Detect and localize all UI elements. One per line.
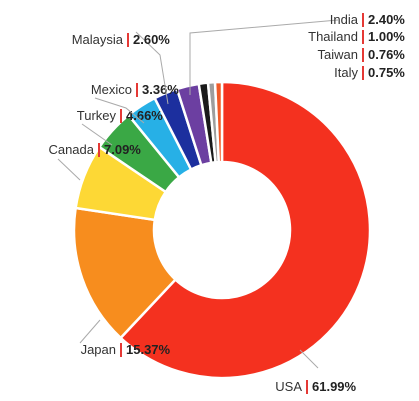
leader-line-india: [189, 19, 339, 95]
label-value-japan: 15.37%: [126, 342, 171, 357]
label-value-india: 2.40%: [368, 12, 405, 27]
label-name-canada: Canada: [48, 142, 94, 157]
label-name-italy: Italy: [334, 65, 358, 80]
label-separator-canada: [98, 143, 100, 157]
label-separator-turkey: [120, 109, 122, 123]
label-value-malaysia: 2.60%: [133, 32, 170, 47]
label-separator-thailand: [362, 30, 364, 44]
label-name-india: India: [330, 12, 359, 27]
label-separator-india: [362, 13, 364, 27]
label-name-japan: Japan: [81, 342, 116, 357]
leader-line-malaysia: [135, 31, 169, 105]
label-value-canada: 7.09%: [104, 142, 141, 157]
label-separator-usa: [306, 380, 308, 394]
slices-group: [72, 80, 372, 380]
label-separator-taiwan: [362, 48, 364, 62]
label-separator-italy: [362, 66, 364, 80]
label-separator-japan: [120, 343, 122, 357]
labels-group: USA 61.99% Japan 15.37% Canada 7.09% Turkey 4.6…: [48, 12, 405, 394]
leader-line-turkey: [81, 123, 113, 146]
label-value-mexico: 3.36%: [142, 82, 179, 97]
leader-line-usa: [299, 349, 319, 369]
label-value-usa: 61.99%: [312, 379, 357, 394]
slice-usa: [118, 80, 372, 380]
label-name-mexico: Mexico: [91, 82, 132, 97]
slice-italy: [213, 80, 224, 164]
label-value-italy: 0.75%: [368, 65, 405, 80]
label-name-taiwan: Taiwan: [318, 47, 358, 62]
label-name-turkey: Turkey: [77, 108, 117, 123]
label-name-usa: USA: [275, 379, 302, 394]
label-separator-malaysia: [127, 33, 129, 47]
label-value-taiwan: 0.76%: [368, 47, 405, 62]
leader-line-japan: [79, 319, 101, 344]
label-value-thailand: 1.00%: [368, 29, 405, 44]
leader-line-canada: [57, 158, 81, 181]
slice-japan: [72, 206, 178, 340]
label-value-turkey: 4.66%: [126, 108, 163, 123]
leader-line-mexico: [94, 97, 145, 124]
label-separator-mexico: [136, 83, 138, 97]
label-name-thailand: Thailand: [308, 29, 358, 44]
label-name-malaysia: Malaysia: [72, 32, 124, 47]
